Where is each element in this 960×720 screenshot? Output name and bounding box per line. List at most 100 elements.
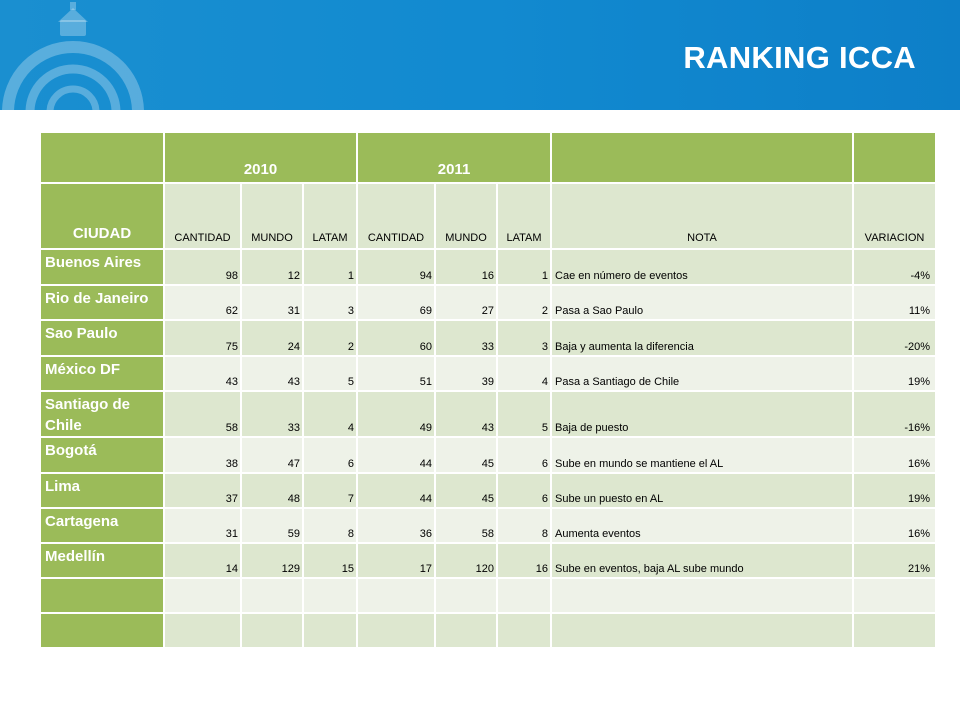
empty-cell — [241, 613, 304, 649]
empty-cell — [497, 578, 553, 614]
empty-cell — [551, 613, 855, 649]
table-row: Buenos Aires 98 12 1 94 16 1 Cae en número de e… — [41, 249, 936, 286]
mundo-2010-cell: 33 — [241, 391, 304, 438]
latam-2010-cell: 4 — [303, 391, 359, 438]
empty-cell — [853, 578, 936, 614]
cantidad-2010-cell: 58 — [164, 391, 242, 438]
mundo-2011-cell: 43 — [435, 391, 499, 438]
column-header-cantidad-2011: CANTIDAD — [357, 183, 437, 250]
nota-cell: Pasa a Santiago de Chile — [551, 356, 855, 392]
city-cell: Santiago de Chile — [41, 391, 165, 438]
empty-cell — [41, 613, 165, 649]
cantidad-2011-cell: 44 — [357, 473, 437, 509]
mundo-2010-cell: 129 — [241, 543, 304, 579]
variacion-cell: 16% — [853, 508, 936, 544]
mundo-2010-cell: 31 — [241, 285, 304, 321]
cantidad-2011-cell: 69 — [357, 285, 437, 321]
year-header-2011: 2011 — [357, 133, 553, 184]
latam-2011-cell: 6 — [497, 473, 553, 509]
empty-cell — [853, 613, 936, 649]
empty-row — [41, 578, 936, 614]
empty-cell — [303, 578, 359, 614]
header-banner: RANKING ICCA — [0, 0, 960, 110]
variacion-top-cell — [853, 133, 936, 184]
empty-cell — [435, 613, 499, 649]
column-header-row: CIUDAD CANTIDAD MUNDO LATAM CANTIDAD MUN… — [41, 183, 936, 250]
logo-icon — [2, 2, 144, 110]
cantidad-2011-cell: 51 — [357, 356, 437, 392]
empty-cell — [497, 613, 553, 649]
cantidad-2011-cell: 49 — [357, 391, 437, 438]
cantidad-2011-cell: 94 — [357, 249, 437, 286]
column-header-variacion: VARIACION — [853, 183, 936, 250]
mundo-2011-cell: 27 — [435, 285, 499, 321]
city-column-header: CIUDAD — [41, 183, 165, 250]
column-header-mundo-2010: MUNDO — [241, 183, 304, 250]
latam-2011-cell: 3 — [497, 320, 553, 357]
nota-cell: Sube en mundo se mantiene el AL — [551, 437, 855, 474]
mundo-2010-cell: 24 — [241, 320, 304, 357]
cantidad-2011-cell: 36 — [357, 508, 437, 544]
table-row: Bogotá 38 47 6 44 45 6 Sube en mundo se mantien… — [41, 437, 936, 474]
cantidad-2010-cell: 75 — [164, 320, 242, 357]
mundo-2011-cell: 45 — [435, 437, 499, 474]
city-cell: Buenos Aires — [41, 249, 165, 286]
empty-cell — [357, 578, 437, 614]
variacion-cell: 19% — [853, 473, 936, 509]
column-header-nota: NOTA — [551, 183, 855, 250]
ranking-table: 2010 2011 CIUDAD CANTIDAD MUNDO LATAM CA… — [41, 133, 936, 649]
table-row: Rio de Janeiro 62 31 3 69 27 2 Pasa a Sao Paulo… — [41, 285, 936, 321]
cantidad-2011-cell: 17 — [357, 543, 437, 579]
empty-row — [41, 613, 936, 649]
cantidad-2010-cell: 31 — [164, 508, 242, 544]
empty-cell — [164, 613, 242, 649]
city-cell: Bogotá — [41, 437, 165, 474]
mundo-2010-cell: 48 — [241, 473, 304, 509]
cantidad-2010-cell: 43 — [164, 356, 242, 392]
latam-2011-cell: 1 — [497, 249, 553, 286]
latam-2011-cell: 16 — [497, 543, 553, 579]
empty-cell — [164, 578, 242, 614]
mundo-2011-cell: 39 — [435, 356, 499, 392]
mundo-2010-cell: 47 — [241, 437, 304, 474]
cantidad-2010-cell: 62 — [164, 285, 242, 321]
cantidad-2011-cell: 60 — [357, 320, 437, 357]
latam-2010-cell: 6 — [303, 437, 359, 474]
mundo-2011-cell: 45 — [435, 473, 499, 509]
cantidad-2010-cell: 38 — [164, 437, 242, 474]
nota-cell: Baja y aumenta la diferencia — [551, 320, 855, 357]
table-row: Medellín 14 129 15 17 120 16 Sube en eventos, b… — [41, 543, 936, 579]
cantidad-2010-cell: 37 — [164, 473, 242, 509]
empty-cell — [357, 613, 437, 649]
column-header-cantidad-2010: CANTIDAD — [164, 183, 242, 250]
variacion-cell: 19% — [853, 356, 936, 392]
mundo-2010-cell: 59 — [241, 508, 304, 544]
table-row: México DF 43 43 5 51 39 4 Pasa a Santiago de Ch… — [41, 356, 936, 392]
year-header-row: 2010 2011 — [41, 133, 936, 184]
latam-2011-cell: 2 — [497, 285, 553, 321]
column-header-latam-2010: LATAM — [303, 183, 359, 250]
latam-2010-cell: 7 — [303, 473, 359, 509]
latam-2010-cell: 1 — [303, 249, 359, 286]
nota-cell: Baja de puesto — [551, 391, 855, 438]
mundo-2011-cell: 58 — [435, 508, 499, 544]
nota-cell: Sube en eventos, baja AL sube mundo — [551, 543, 855, 579]
page-title: RANKING ICCA — [683, 40, 916, 75]
empty-cell — [41, 578, 165, 614]
column-header-mundo-2011: MUNDO — [435, 183, 499, 250]
variacion-cell: 16% — [853, 437, 936, 474]
latam-2011-cell: 8 — [497, 508, 553, 544]
year-header-2010: 2010 — [164, 133, 359, 184]
latam-2010-cell: 2 — [303, 320, 359, 357]
cantidad-2010-cell: 98 — [164, 249, 242, 286]
empty-cell — [435, 578, 499, 614]
cantidad-2010-cell: 14 — [164, 543, 242, 579]
table-row: Santiago de Chile 58 33 4 49 43 5 Baja de puest… — [41, 391, 936, 438]
nota-top-cell — [551, 133, 855, 184]
empty-cell — [241, 578, 304, 614]
latam-2010-cell: 5 — [303, 356, 359, 392]
latam-2011-cell: 6 — [497, 437, 553, 474]
city-cell: Lima — [41, 473, 165, 509]
corner-cell — [41, 133, 165, 184]
column-header-latam-2011: LATAM — [497, 183, 553, 250]
